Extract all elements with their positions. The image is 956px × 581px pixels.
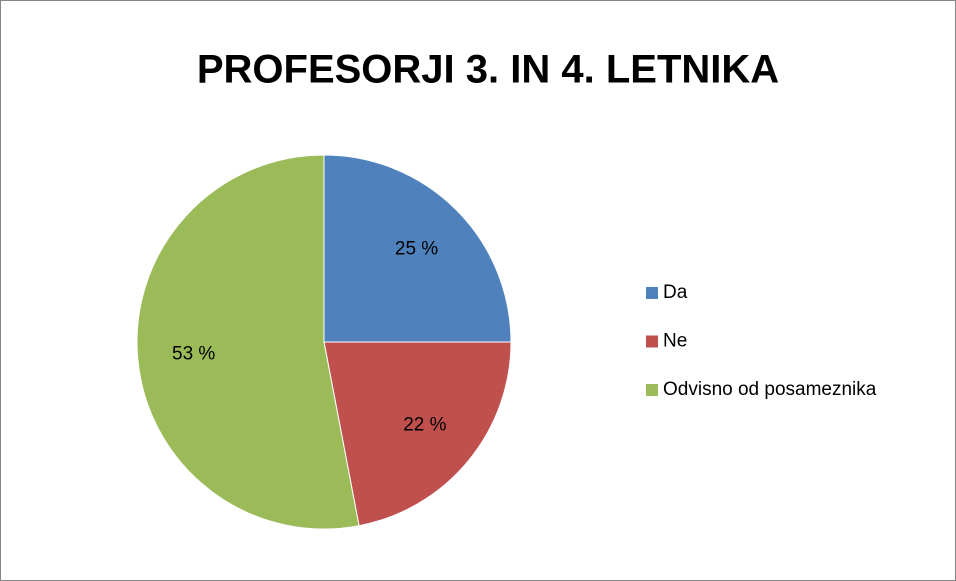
data-label: 22 % [403,414,446,435]
legend-label: Ne [663,331,687,352]
data-label: 53 % [172,343,215,364]
data-label: 25 % [395,238,438,259]
pie-slice [136,154,360,530]
legend-label: Da [663,282,688,303]
chart-title: PROFESORJI 3. IN 4. LETNIKA [197,48,779,92]
pie-slice [323,341,512,527]
legend-label: Odvisno od posameznika [663,379,877,400]
legend-swatch [646,335,658,348]
pie-slice [323,154,512,343]
legend-swatch [646,287,658,299]
legend-swatch [646,384,658,396]
